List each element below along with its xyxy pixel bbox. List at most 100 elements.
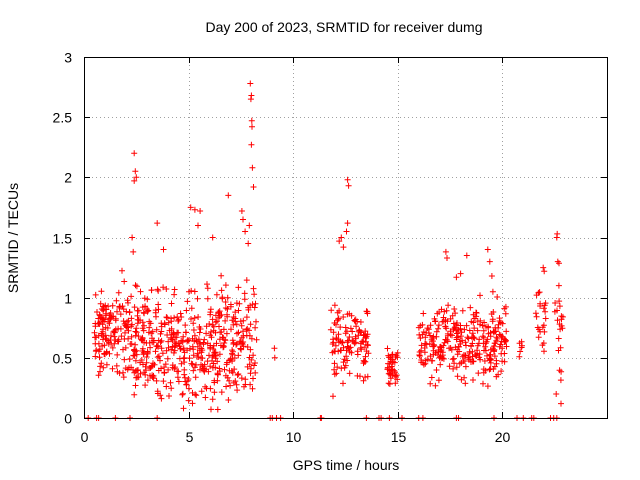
data-point [439, 355, 446, 362]
data-point [558, 400, 564, 407]
data-point [200, 339, 207, 346]
data-point [143, 354, 150, 360]
data-point [480, 380, 486, 387]
data-point [204, 285, 211, 292]
data-point [393, 372, 400, 379]
data-point [464, 334, 471, 341]
data-point [214, 377, 221, 384]
data-point [250, 352, 257, 359]
data-point [457, 270, 464, 277]
data-point [232, 378, 239, 385]
data-point [206, 321, 213, 327]
data-point [213, 340, 220, 347]
data-point [435, 322, 442, 329]
data-point [554, 317, 561, 324]
data-point [175, 368, 182, 375]
data-point [349, 328, 356, 335]
data-point [227, 356, 234, 363]
data-point [362, 328, 369, 335]
data-point [328, 307, 335, 314]
data-point [454, 373, 461, 380]
data-point [218, 287, 225, 294]
data-point [179, 391, 186, 398]
y-tick-label: 2 [64, 170, 72, 186]
data-point [438, 306, 445, 313]
data-point [518, 344, 525, 351]
data-point [209, 234, 216, 241]
data-point [441, 339, 448, 346]
data-point [207, 363, 214, 370]
data-point [360, 338, 367, 345]
data-point [165, 338, 172, 345]
data-point [235, 284, 242, 291]
data-point [102, 332, 109, 339]
data-point [346, 345, 353, 352]
data-point [144, 349, 151, 356]
data-point [149, 374, 156, 381]
data-point [148, 330, 155, 337]
data-point [339, 339, 346, 346]
data-point [168, 385, 175, 392]
data-point [121, 356, 128, 363]
data-point [119, 267, 125, 274]
data-point [111, 328, 118, 334]
data-point [146, 365, 153, 372]
data-point [111, 333, 118, 340]
data-point [195, 222, 201, 229]
data-point [114, 308, 120, 315]
y-axis-label: SRMTID / TECUs [5, 183, 21, 293]
data-point [344, 220, 351, 227]
data-point [389, 352, 396, 358]
data-point [152, 348, 159, 355]
data-point [457, 333, 464, 340]
data-point [237, 318, 244, 325]
data-point [188, 305, 195, 312]
data-point [498, 368, 505, 375]
data-point [145, 307, 152, 314]
chart-title: Day 200 of 2023, SRMTID for receiver dum… [205, 19, 482, 35]
data-point [253, 336, 260, 343]
x-tick-label: 5 [186, 429, 194, 445]
data-point [100, 364, 107, 371]
data-point [557, 326, 564, 333]
data-point [104, 325, 111, 331]
data-point [340, 244, 347, 251]
data-point [336, 238, 343, 245]
data-point [327, 326, 334, 333]
data-point [479, 333, 486, 340]
data-point [244, 344, 251, 350]
data-point [204, 340, 211, 347]
data-point [115, 336, 122, 343]
data-point [241, 290, 248, 297]
data-point [126, 356, 133, 363]
y-tick-label: 1 [64, 291, 72, 307]
data-point [234, 372, 241, 378]
data-point [91, 329, 98, 336]
data-point [189, 389, 196, 396]
data-point [154, 354, 161, 361]
data-point [461, 326, 468, 333]
data-point [210, 323, 217, 330]
data-point [484, 246, 491, 253]
data-point [197, 366, 203, 373]
y-tick-label: 0.5 [53, 351, 73, 367]
data-point [452, 324, 458, 331]
data-point [354, 348, 361, 355]
data-point [428, 374, 435, 381]
data-point [186, 355, 193, 362]
data-point [190, 367, 197, 374]
data-point [248, 117, 255, 124]
data-point [250, 285, 257, 292]
data-point [474, 327, 481, 334]
data-point [490, 328, 497, 335]
data-point [150, 375, 157, 382]
data-point [168, 300, 175, 307]
data-point [394, 354, 401, 361]
data-point [333, 321, 339, 328]
data-point [340, 380, 346, 387]
data-point [187, 204, 194, 211]
data-point [418, 347, 425, 354]
data-point [132, 357, 139, 364]
data-point [214, 406, 221, 413]
